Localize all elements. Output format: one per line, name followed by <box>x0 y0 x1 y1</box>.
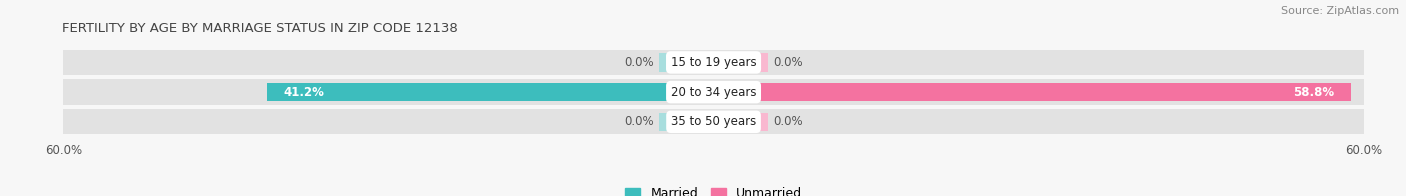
Bar <box>63 80 1364 105</box>
Text: FERTILITY BY AGE BY MARRIAGE STATUS IN ZIP CODE 12138: FERTILITY BY AGE BY MARRIAGE STATUS IN Z… <box>62 22 458 35</box>
Text: 0.0%: 0.0% <box>773 115 803 128</box>
Bar <box>713 113 768 131</box>
Bar <box>713 53 768 72</box>
Text: 0.0%: 0.0% <box>624 115 654 128</box>
Bar <box>659 53 713 72</box>
Text: 20 to 34 years: 20 to 34 years <box>671 86 756 99</box>
Bar <box>713 83 1351 101</box>
Bar <box>267 83 713 101</box>
Bar <box>659 113 713 131</box>
Bar <box>63 109 1364 134</box>
Bar <box>63 50 1364 75</box>
Text: 58.8%: 58.8% <box>1294 86 1334 99</box>
Text: 0.0%: 0.0% <box>773 56 803 69</box>
Text: 15 to 19 years: 15 to 19 years <box>671 56 756 69</box>
Text: 41.2%: 41.2% <box>283 86 325 99</box>
Text: 0.0%: 0.0% <box>624 56 654 69</box>
Text: Source: ZipAtlas.com: Source: ZipAtlas.com <box>1281 6 1399 16</box>
Text: 35 to 50 years: 35 to 50 years <box>671 115 756 128</box>
Legend: Married, Unmarried: Married, Unmarried <box>620 182 807 196</box>
